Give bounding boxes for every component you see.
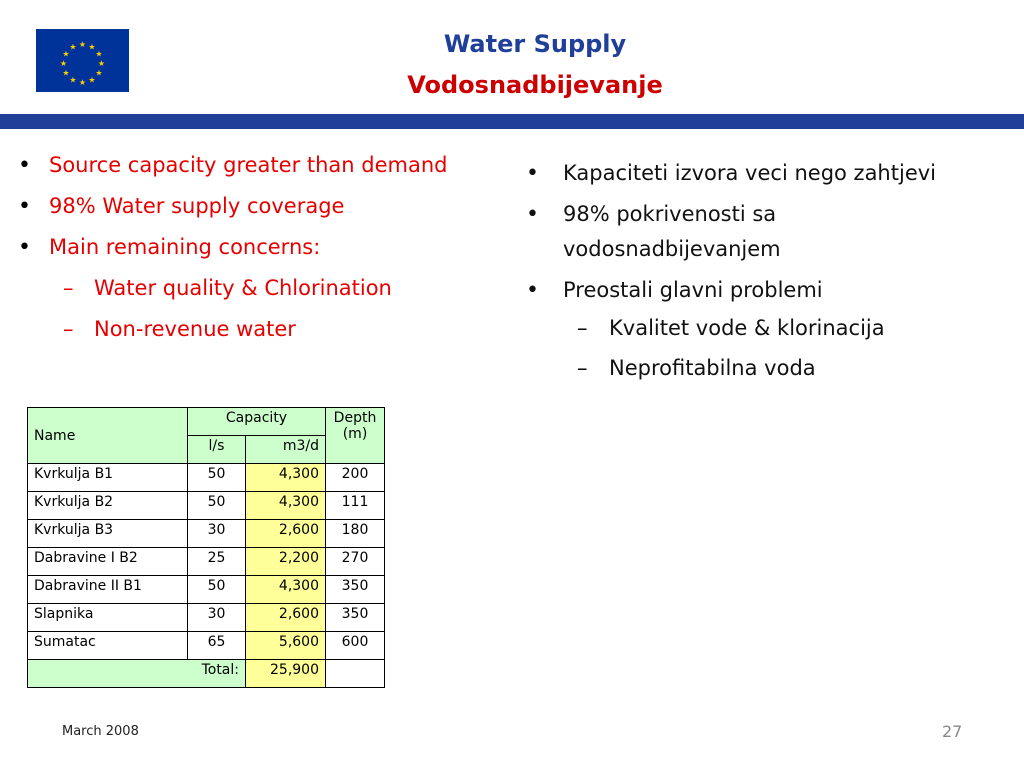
table-row: Kvrkulja B2 50 4,300 111 — [27, 491, 385, 520]
cell-ls: 50 — [187, 463, 246, 492]
dash-icon: – — [577, 316, 588, 340]
cell-ls: 50 — [187, 575, 246, 604]
svg-text:★: ★ — [95, 69, 102, 78]
bullet-text: Kapaciteti izvora veci nego zahtjevi — [563, 161, 936, 185]
header-divider — [0, 114, 1024, 129]
bullet-text: 98% Water supply coverage — [49, 194, 345, 218]
sub-bullet-item: – Neprofitabilna voda — [526, 348, 986, 388]
slide-title: Water Supply — [443, 30, 627, 58]
bullet-text: Main remaining concerns: — [49, 235, 321, 259]
dash-icon: – — [63, 276, 74, 300]
bullet-dot-icon: • — [18, 153, 31, 178]
sub-bullet-text: Non-revenue water — [94, 317, 296, 341]
sub-bullet-item: – Water quality & Chlorination — [18, 268, 498, 309]
eu-flag-icon: ★ ★ ★ ★ ★ ★ ★ ★ ★ ★ ★ ★ — [36, 29, 129, 92]
english-bullet-list: • Source capacity greater than demand • 98… — [18, 145, 498, 350]
header-capacity: Capacity — [187, 407, 326, 436]
svg-text:★: ★ — [62, 50, 69, 59]
total-label: Total: — [27, 659, 246, 688]
slide-subtitle: Vodosnadbijevanje — [407, 71, 663, 99]
sub-bullet-text: Kvalitet vode & klorinacija — [609, 316, 885, 340]
cell-depth: 111 — [325, 491, 385, 520]
table-header-row: Name Capacity Depth (m) — [27, 407, 385, 464]
bullet-text: 98% pokrivenosti sa vodosnadbijevanjem — [563, 202, 781, 261]
cell-m3d: 4,300 — [245, 575, 326, 604]
footer-date: March 2008 — [62, 724, 139, 739]
svg-text:★: ★ — [95, 50, 102, 59]
svg-text:★: ★ — [69, 76, 76, 85]
cell-ls: 50 — [187, 491, 246, 520]
header-depth: Depth (m) — [325, 407, 385, 464]
bullet-dot-icon: • — [526, 161, 539, 186]
svg-text:★: ★ — [88, 43, 95, 52]
bullet-item: • 98% pokrivenosti sa vodosnadbijevanjem — [526, 197, 986, 267]
cell-name: Dabravine I B2 — [27, 547, 188, 576]
bullet-item: • Kapaciteti izvora veci nego zahtjevi — [526, 156, 986, 191]
cell-m3d: 4,300 — [245, 491, 326, 520]
cell-name: Sumatac — [27, 631, 188, 660]
cell-depth: 180 — [325, 519, 385, 548]
table-row: Kvrkulja B3 30 2,600 180 — [27, 519, 385, 548]
header-name: Name — [27, 407, 188, 464]
table-total-row: Total: 25,900 — [27, 659, 385, 688]
svg-text:★: ★ — [69, 43, 76, 52]
cell-name: Kvrkulja B3 — [27, 519, 188, 548]
cell-depth: 270 — [325, 547, 385, 576]
cell-ls: 30 — [187, 603, 246, 632]
header-ls: l/s — [187, 435, 246, 464]
page-number: 27 — [942, 722, 963, 741]
cell-m3d: 2,600 — [245, 603, 326, 632]
total-depth-empty — [325, 659, 385, 688]
bullet-text: Source capacity greater than demand — [49, 153, 448, 177]
cell-name: Kvrkulja B2 — [27, 491, 188, 520]
sub-bullet-text: Neprofitabilna voda — [609, 356, 816, 380]
bullet-item: • Main remaining concerns: — [18, 227, 498, 268]
cell-name: Slapnika — [27, 603, 188, 632]
dash-icon: – — [577, 356, 588, 380]
svg-text:★: ★ — [88, 76, 95, 85]
table-row: Slapnika 30 2,600 350 — [27, 603, 385, 632]
cell-m3d: 2,600 — [245, 519, 326, 548]
sub-bullet-item: – Kvalitet vode & klorinacija — [526, 308, 986, 348]
cell-depth: 350 — [325, 603, 385, 632]
table-row: Dabravine I B2 25 2,200 270 — [27, 547, 385, 576]
table-subheader-row: l/s m3/d — [28, 435, 385, 464]
sub-bullet-item: – Non-revenue water — [18, 309, 498, 350]
cell-depth: 600 — [325, 631, 385, 660]
cell-m3d: 4,300 — [245, 463, 326, 492]
bullet-dot-icon: • — [18, 235, 31, 260]
bullet-dot-icon: • — [18, 194, 31, 219]
header-m3d: m3/d — [245, 435, 326, 464]
cell-depth: 350 — [325, 575, 385, 604]
cell-ls: 30 — [187, 519, 246, 548]
total-value: 25,900 — [245, 659, 326, 688]
cell-name: Dabravine II B1 — [27, 575, 188, 604]
cell-ls: 25 — [187, 547, 246, 576]
bullet-item: • Source capacity greater than demand — [18, 145, 498, 186]
local-bullet-list: • Kapaciteti izvora veci nego zahtjevi • 9… — [526, 156, 986, 388]
source-capacity-table: Name Capacity Depth (m) l/s m3/d Kvrkulj… — [27, 407, 385, 688]
cell-m3d: 5,600 — [245, 631, 326, 660]
table-row: Kvrkulja B1 50 4,300 200 — [27, 463, 385, 492]
table-row: Sumatac 65 5,600 600 — [27, 631, 385, 660]
cell-m3d: 2,200 — [245, 547, 326, 576]
bullet-dot-icon: • — [526, 278, 539, 303]
cell-name: Kvrkulja B1 — [27, 463, 188, 492]
sub-bullet-text: Water quality & Chlorination — [94, 276, 392, 300]
cell-ls: 65 — [187, 631, 246, 660]
table-row: Dabravine II B1 50 4,300 350 — [27, 575, 385, 604]
bullet-text: Preostali glavni problemi — [563, 278, 823, 302]
bullet-item: • Preostali glavni problemi — [526, 273, 986, 308]
bullet-item: • 98% Water supply coverage — [18, 186, 498, 227]
cell-depth: 200 — [325, 463, 385, 492]
bullet-dot-icon: • — [526, 202, 539, 227]
svg-text:★: ★ — [60, 59, 67, 68]
svg-text:★: ★ — [98, 59, 105, 68]
dash-icon: – — [63, 317, 74, 341]
svg-text:★: ★ — [62, 69, 69, 78]
svg-text:★: ★ — [79, 40, 86, 49]
svg-text:★: ★ — [79, 78, 86, 87]
